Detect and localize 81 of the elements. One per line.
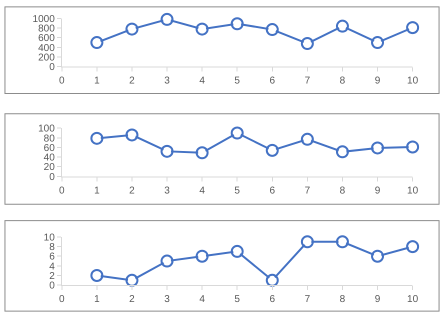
point (125, 22, 138, 36)
point (90, 36, 104, 50)
point (160, 254, 174, 268)
point (230, 244, 244, 258)
y-tick-label: 0 (49, 280, 56, 292)
x-tick-label: 1 (94, 294, 100, 306)
point (371, 250, 384, 263)
x-tick-label: 6 (269, 185, 276, 196)
y-tick-label: 400 (38, 42, 56, 54)
point (266, 23, 279, 36)
y-tick-label: 80 (44, 133, 56, 144)
point (196, 22, 209, 36)
x-tick-label: 5 (234, 294, 240, 306)
x-tick-label: 8 (340, 76, 346, 87)
x-tick-label: 7 (304, 76, 311, 87)
y-tick-label: 0 (49, 62, 56, 74)
x-tick-label: 9 (374, 185, 381, 196)
x-tick-label: 2 (129, 294, 136, 306)
y-tick-label: 10 (44, 232, 56, 244)
x-tick-label: 4 (199, 294, 206, 306)
point (406, 240, 420, 254)
point (371, 141, 384, 154)
x-tick-label: 1 (94, 76, 100, 87)
x-tick-label: 6 (269, 294, 276, 306)
x-tick-label: 8 (340, 185, 346, 196)
point (90, 132, 104, 145)
y-tick-label: 6 (49, 252, 56, 263)
point (266, 144, 279, 157)
x-tick-label: 2 (129, 76, 136, 87)
point (196, 146, 209, 160)
point (160, 12, 174, 26)
x-tick-label: 9 (374, 294, 381, 306)
x-tick-label: 3 (164, 294, 170, 306)
y-tick-label: 0 (49, 172, 56, 183)
point (406, 21, 420, 34)
x-tick-label: 7 (304, 185, 311, 196)
x-tick-label: 8 (340, 294, 346, 306)
y-tick-label: 2 (49, 270, 56, 282)
x-tick-label: 10 (407, 185, 419, 196)
point (300, 37, 314, 50)
x-tick-label: 3 (164, 185, 170, 196)
point (230, 17, 244, 30)
x-tick-label: 5 (234, 76, 240, 87)
point (371, 36, 384, 50)
x-tick-label: 3 (164, 76, 170, 87)
point (336, 235, 349, 248)
x-tick-label: 10 (407, 76, 419, 87)
x-tick-label: 0 (59, 76, 66, 87)
x-tick-label: 7 (304, 294, 311, 306)
point (300, 235, 314, 248)
point (125, 128, 138, 142)
y-tick-label: 200 (38, 52, 56, 64)
y-tick-label: 1000 (32, 14, 56, 25)
point (125, 274, 138, 287)
y-tick-label: 60 (44, 142, 56, 154)
x-tick-label: 0 (59, 294, 66, 306)
point (336, 145, 349, 158)
point (266, 274, 279, 287)
x-tick-label: 10 (407, 294, 419, 306)
y-tick-label: 100 (38, 124, 56, 135)
point (160, 144, 174, 158)
x-tick-label: 6 (269, 76, 276, 87)
y-tick-label: 600 (38, 33, 56, 44)
point (300, 132, 314, 146)
x-tick-label: 4 (199, 185, 206, 196)
x-tick-label: 0 (59, 185, 66, 196)
x-tick-label: 9 (374, 76, 381, 87)
x-tick-label: 1 (94, 185, 100, 196)
y-tick-label: 40 (44, 152, 56, 164)
point (336, 20, 349, 33)
point (230, 126, 244, 140)
y-tick-label: 20 (44, 162, 56, 174)
y-tick-label: 800 (38, 24, 56, 35)
y-tick-label: 8 (49, 242, 56, 254)
point (196, 250, 209, 263)
y-tick-label: 4 (49, 261, 56, 272)
x-tick-label: 5 (234, 185, 240, 196)
x-tick-label: 2 (129, 185, 136, 196)
point (90, 268, 104, 282)
x-tick-label: 4 (199, 76, 206, 87)
point (406, 140, 420, 154)
